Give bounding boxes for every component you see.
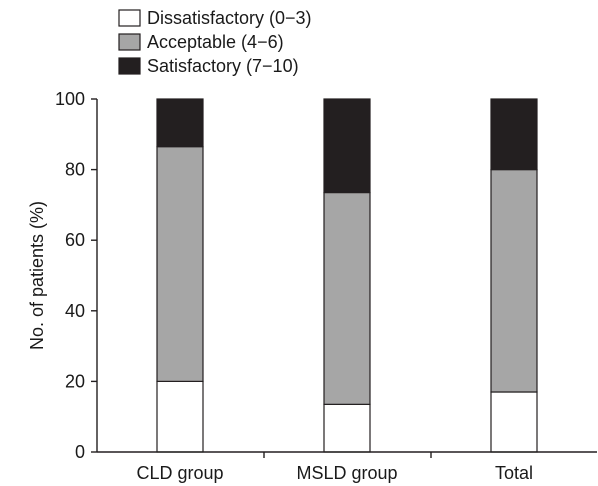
legend-item-1: Acceptable (4−6): [118, 32, 284, 52]
y-tick-label-100: 100: [55, 89, 85, 109]
plot-area: 0 20 40 60 80 100 CLD group MSLD group Total No…: [27, 89, 597, 483]
x-tick-label-cld-group: CLD group: [136, 463, 223, 483]
legend-swatch-0: [118, 9, 141, 27]
bar-msld-group-series-0: [323, 403, 371, 453]
y-tick-label-40: 40: [65, 301, 85, 321]
bar-total-series-0: [490, 391, 538, 453]
legend-label-2: Satisfactory (7−10): [147, 56, 299, 76]
y-axis-title: No. of patients (%): [27, 201, 47, 350]
x-ticks: CLD group MSLD group Total: [136, 452, 533, 483]
bars: [156, 98, 538, 453]
axes: 0 20 40 60 80 100 CLD group MSLD group Total: [55, 89, 597, 483]
legend-swatch-2: [118, 57, 141, 75]
bar-cld-group-series-2: [156, 98, 204, 148]
legend-swatch-1: [118, 33, 141, 51]
bar-total-series-1: [490, 169, 538, 393]
y-tick-label-80: 80: [65, 160, 85, 180]
legend-label-1: Acceptable (4−6): [147, 32, 284, 52]
x-tick-label-msld-group: MSLD group: [296, 463, 397, 483]
x-tick-label-total: Total: [495, 463, 533, 483]
legend: Dissatisfactory (0−3) Acceptable (4−6) Sat…: [118, 8, 312, 76]
bar-cld-group-series-0: [156, 380, 204, 453]
y-tick-label-0: 0: [75, 442, 85, 462]
bar-msld-group-series-1: [323, 191, 371, 405]
y-tick-label-60: 60: [65, 230, 85, 250]
y-ticks: 0 20 40 60 80 100: [55, 89, 97, 462]
legend-label-0: Dissatisfactory (0−3): [147, 8, 312, 28]
legend-item-0: Dissatisfactory (0−3): [118, 8, 312, 28]
bar-msld-group-series-2: [323, 98, 371, 194]
legend-item-2: Satisfactory (7−10): [118, 56, 299, 76]
bar-cld-group-series-1: [156, 146, 204, 382]
bar-total-series-2: [490, 98, 538, 171]
y-tick-label-20: 20: [65, 371, 85, 391]
